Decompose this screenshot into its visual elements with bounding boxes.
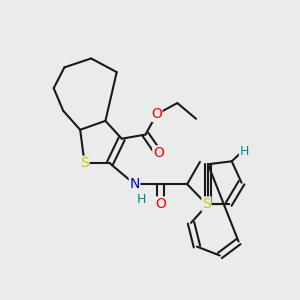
Text: S: S xyxy=(80,156,89,170)
Text: N: N xyxy=(129,177,140,191)
Text: H: H xyxy=(239,145,249,158)
Text: O: O xyxy=(155,197,166,211)
Text: O: O xyxy=(151,107,162,121)
Text: O: O xyxy=(153,146,164,160)
Text: H: H xyxy=(136,193,146,206)
Text: S: S xyxy=(202,197,211,211)
